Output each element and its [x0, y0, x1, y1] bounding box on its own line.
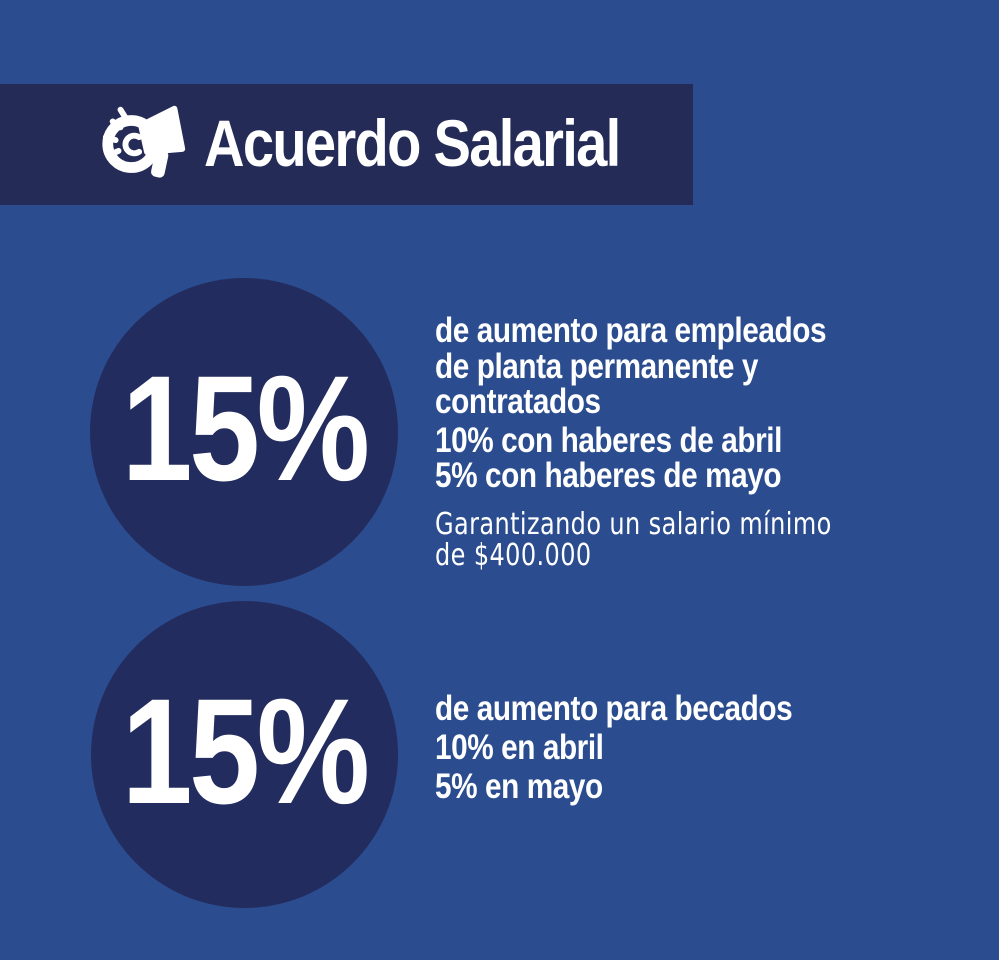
- section-employees-text: de aumento para empleados de planta perm…: [435, 313, 931, 571]
- description-line: de planta permanente y: [435, 346, 758, 386]
- description-becados: de aumento para becados: [435, 689, 855, 728]
- schedule-line: 5% con haberes de mayo: [435, 456, 782, 495]
- header-banner: Acuerdo Salarial: [0, 84, 693, 205]
- percent-value: 15%: [121, 666, 370, 835]
- schedule-line: 5% en mayo: [435, 767, 603, 806]
- section-becados-text: de aumento para becados 10% en abril 5% …: [435, 689, 855, 806]
- schedule-line: 10% en abril: [435, 728, 604, 767]
- percent-value: 15%: [121, 344, 369, 512]
- percent-badge-becados: 15%: [91, 601, 398, 908]
- description-line: de aumento para becados: [435, 689, 793, 728]
- megaphone-icon: [102, 105, 186, 178]
- page-title: Acuerdo Salarial: [204, 105, 621, 180]
- description-employees: de aumento para empleados de planta perm…: [435, 313, 931, 420]
- description-line: de aumento para empleados: [435, 311, 827, 350]
- description-line: contratados: [435, 382, 601, 421]
- schedule-employees: 10% con haberes de abril 5% con haberes …: [435, 420, 931, 495]
- note-line: de $400.000: [435, 537, 592, 573]
- minimum-salary-note: Garantizando un salario mínimo de $400.0…: [435, 509, 931, 571]
- schedule-line: 10% con haberes de abril: [435, 420, 782, 460]
- schedule-becados: 10% en abril 5% en mayo: [435, 728, 855, 806]
- percent-badge-employees: 15%: [90, 278, 398, 586]
- note-line: Garantizando un salario mínimo: [435, 506, 832, 542]
